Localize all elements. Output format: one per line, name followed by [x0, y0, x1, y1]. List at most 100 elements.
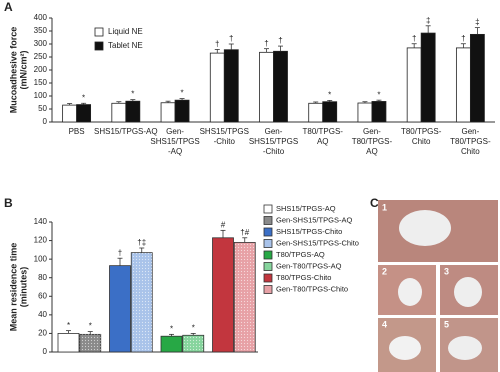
x-tick-label: SHS15/TPGS: [200, 127, 249, 136]
y-tick-label: 100: [34, 254, 48, 263]
photo-panel: [378, 200, 498, 372]
y-axis-label: (mN/cm²): [18, 50, 28, 89]
legend-swatch: [263, 273, 273, 283]
photo-label: 4: [382, 319, 387, 329]
significance-marker: *: [180, 89, 183, 98]
y-tick-label: 140: [34, 217, 48, 226]
significance-marker: ‡: [475, 18, 479, 27]
bar: [57, 333, 80, 353]
photo-detail: [399, 210, 451, 246]
bar: [209, 52, 225, 123]
y-tick-label: 40: [38, 310, 47, 319]
bar: [259, 51, 274, 123]
legend-swatch: [263, 216, 273, 225]
photo-label: 5: [444, 319, 449, 329]
y-tick-label: 60: [38, 291, 47, 300]
legend-label: T80/TPGS-Chito: [276, 273, 331, 282]
bar-pattern: [131, 252, 153, 352]
y-axis-label: (minutes): [18, 267, 28, 308]
x-tick-label: T80/TPGS-: [450, 137, 491, 146]
legend-swatch: [263, 227, 273, 237]
bar: [406, 47, 422, 123]
legend-label: Gen-T80/TPGS-AQ: [276, 261, 342, 270]
y-tick-label: 200: [34, 65, 48, 74]
bar: [212, 237, 234, 353]
legend-label: SHS15/TPGS-AQ: [276, 204, 336, 213]
legend-label: Gen-SHS15/TPGS-Chito: [276, 238, 359, 247]
x-tick-label: Gen-: [166, 127, 184, 136]
x-tick-label: -AQ: [168, 147, 182, 156]
legend-swatch: [94, 41, 104, 51]
legend-swatch: [263, 239, 273, 248]
significance-marker: †‡: [137, 238, 146, 247]
bar: [160, 102, 176, 123]
significance-marker: ‡: [426, 16, 430, 25]
legend-swatch: [263, 204, 273, 214]
bar-pattern: [234, 242, 256, 352]
photo-detail: [398, 278, 422, 306]
bar: [371, 101, 387, 123]
x-tick-label: -Chito: [263, 147, 285, 156]
y-tick-label: 350: [34, 26, 48, 35]
bar: [322, 101, 338, 123]
legend-swatch: [263, 285, 273, 294]
legend-label: Tablet NE: [108, 41, 143, 50]
photo-label: 2: [382, 266, 387, 276]
x-tick-label: Gen-: [363, 127, 381, 136]
legend-label: SHS15/TPGS-Chito: [276, 227, 342, 236]
x-tick-label: Chito: [461, 147, 480, 156]
bar: [420, 32, 436, 123]
significance-marker: †: [278, 36, 282, 45]
x-tick-label: Chito: [412, 137, 431, 146]
y-tick-label: 20: [38, 329, 47, 338]
x-tick-label: Gen-: [265, 127, 283, 136]
y-tick-label: 50: [38, 104, 47, 113]
bar-pattern: [182, 335, 204, 352]
y-tick-label: 300: [34, 39, 48, 48]
significance-marker: †#: [240, 228, 249, 237]
y-tick-label: 0: [43, 347, 48, 356]
significance-marker: †: [215, 40, 219, 49]
y-tick-label: 150: [34, 78, 48, 87]
x-tick-label: T80/TPGS-: [401, 127, 442, 136]
bar: [174, 99, 190, 123]
bar: [273, 50, 288, 123]
significance-marker: *: [328, 91, 331, 100]
x-tick-label: AQ: [317, 137, 329, 146]
bar: [357, 102, 373, 123]
significance-marker: *: [192, 324, 195, 333]
photo-detail: [389, 336, 421, 360]
significance-marker: †: [118, 248, 122, 257]
significance-marker: *: [170, 324, 173, 333]
y-axis-label: Mean residence time: [8, 243, 18, 332]
legend-label: Liquid NE: [108, 27, 143, 36]
bar: [160, 335, 183, 353]
significance-marker: *: [131, 90, 134, 99]
photo-label: 1: [382, 202, 387, 212]
x-tick-label: SHS15/TPGS: [249, 137, 298, 146]
bar: [62, 104, 78, 123]
bar: [109, 265, 131, 353]
significance-marker: *: [377, 90, 380, 99]
bar-pattern: [79, 334, 101, 352]
y-tick-label: 0: [43, 117, 48, 126]
significance-marker: *: [82, 93, 85, 102]
significance-marker: †: [461, 34, 465, 43]
y-tick-label: 120: [34, 236, 48, 245]
x-tick-label: -Chito: [214, 137, 236, 146]
legend-label: T80/TPGS-AQ: [276, 250, 325, 259]
y-axis-label: Mucoadhesive force: [8, 27, 18, 114]
significance-marker: †: [412, 34, 416, 43]
bar: [455, 47, 471, 123]
photo-label: 3: [444, 266, 449, 276]
photo-detail: [448, 336, 482, 360]
y-tick-label: 100: [34, 91, 48, 100]
x-tick-label: SHS15/TPGS-AQ: [94, 127, 158, 136]
x-tick-label: T80/TPGS-: [302, 127, 343, 136]
y-tick-label: 250: [34, 52, 48, 61]
panel-letter: A: [4, 0, 13, 14]
legend-swatch: [263, 262, 273, 271]
bar: [76, 104, 92, 123]
bar: [111, 102, 127, 123]
